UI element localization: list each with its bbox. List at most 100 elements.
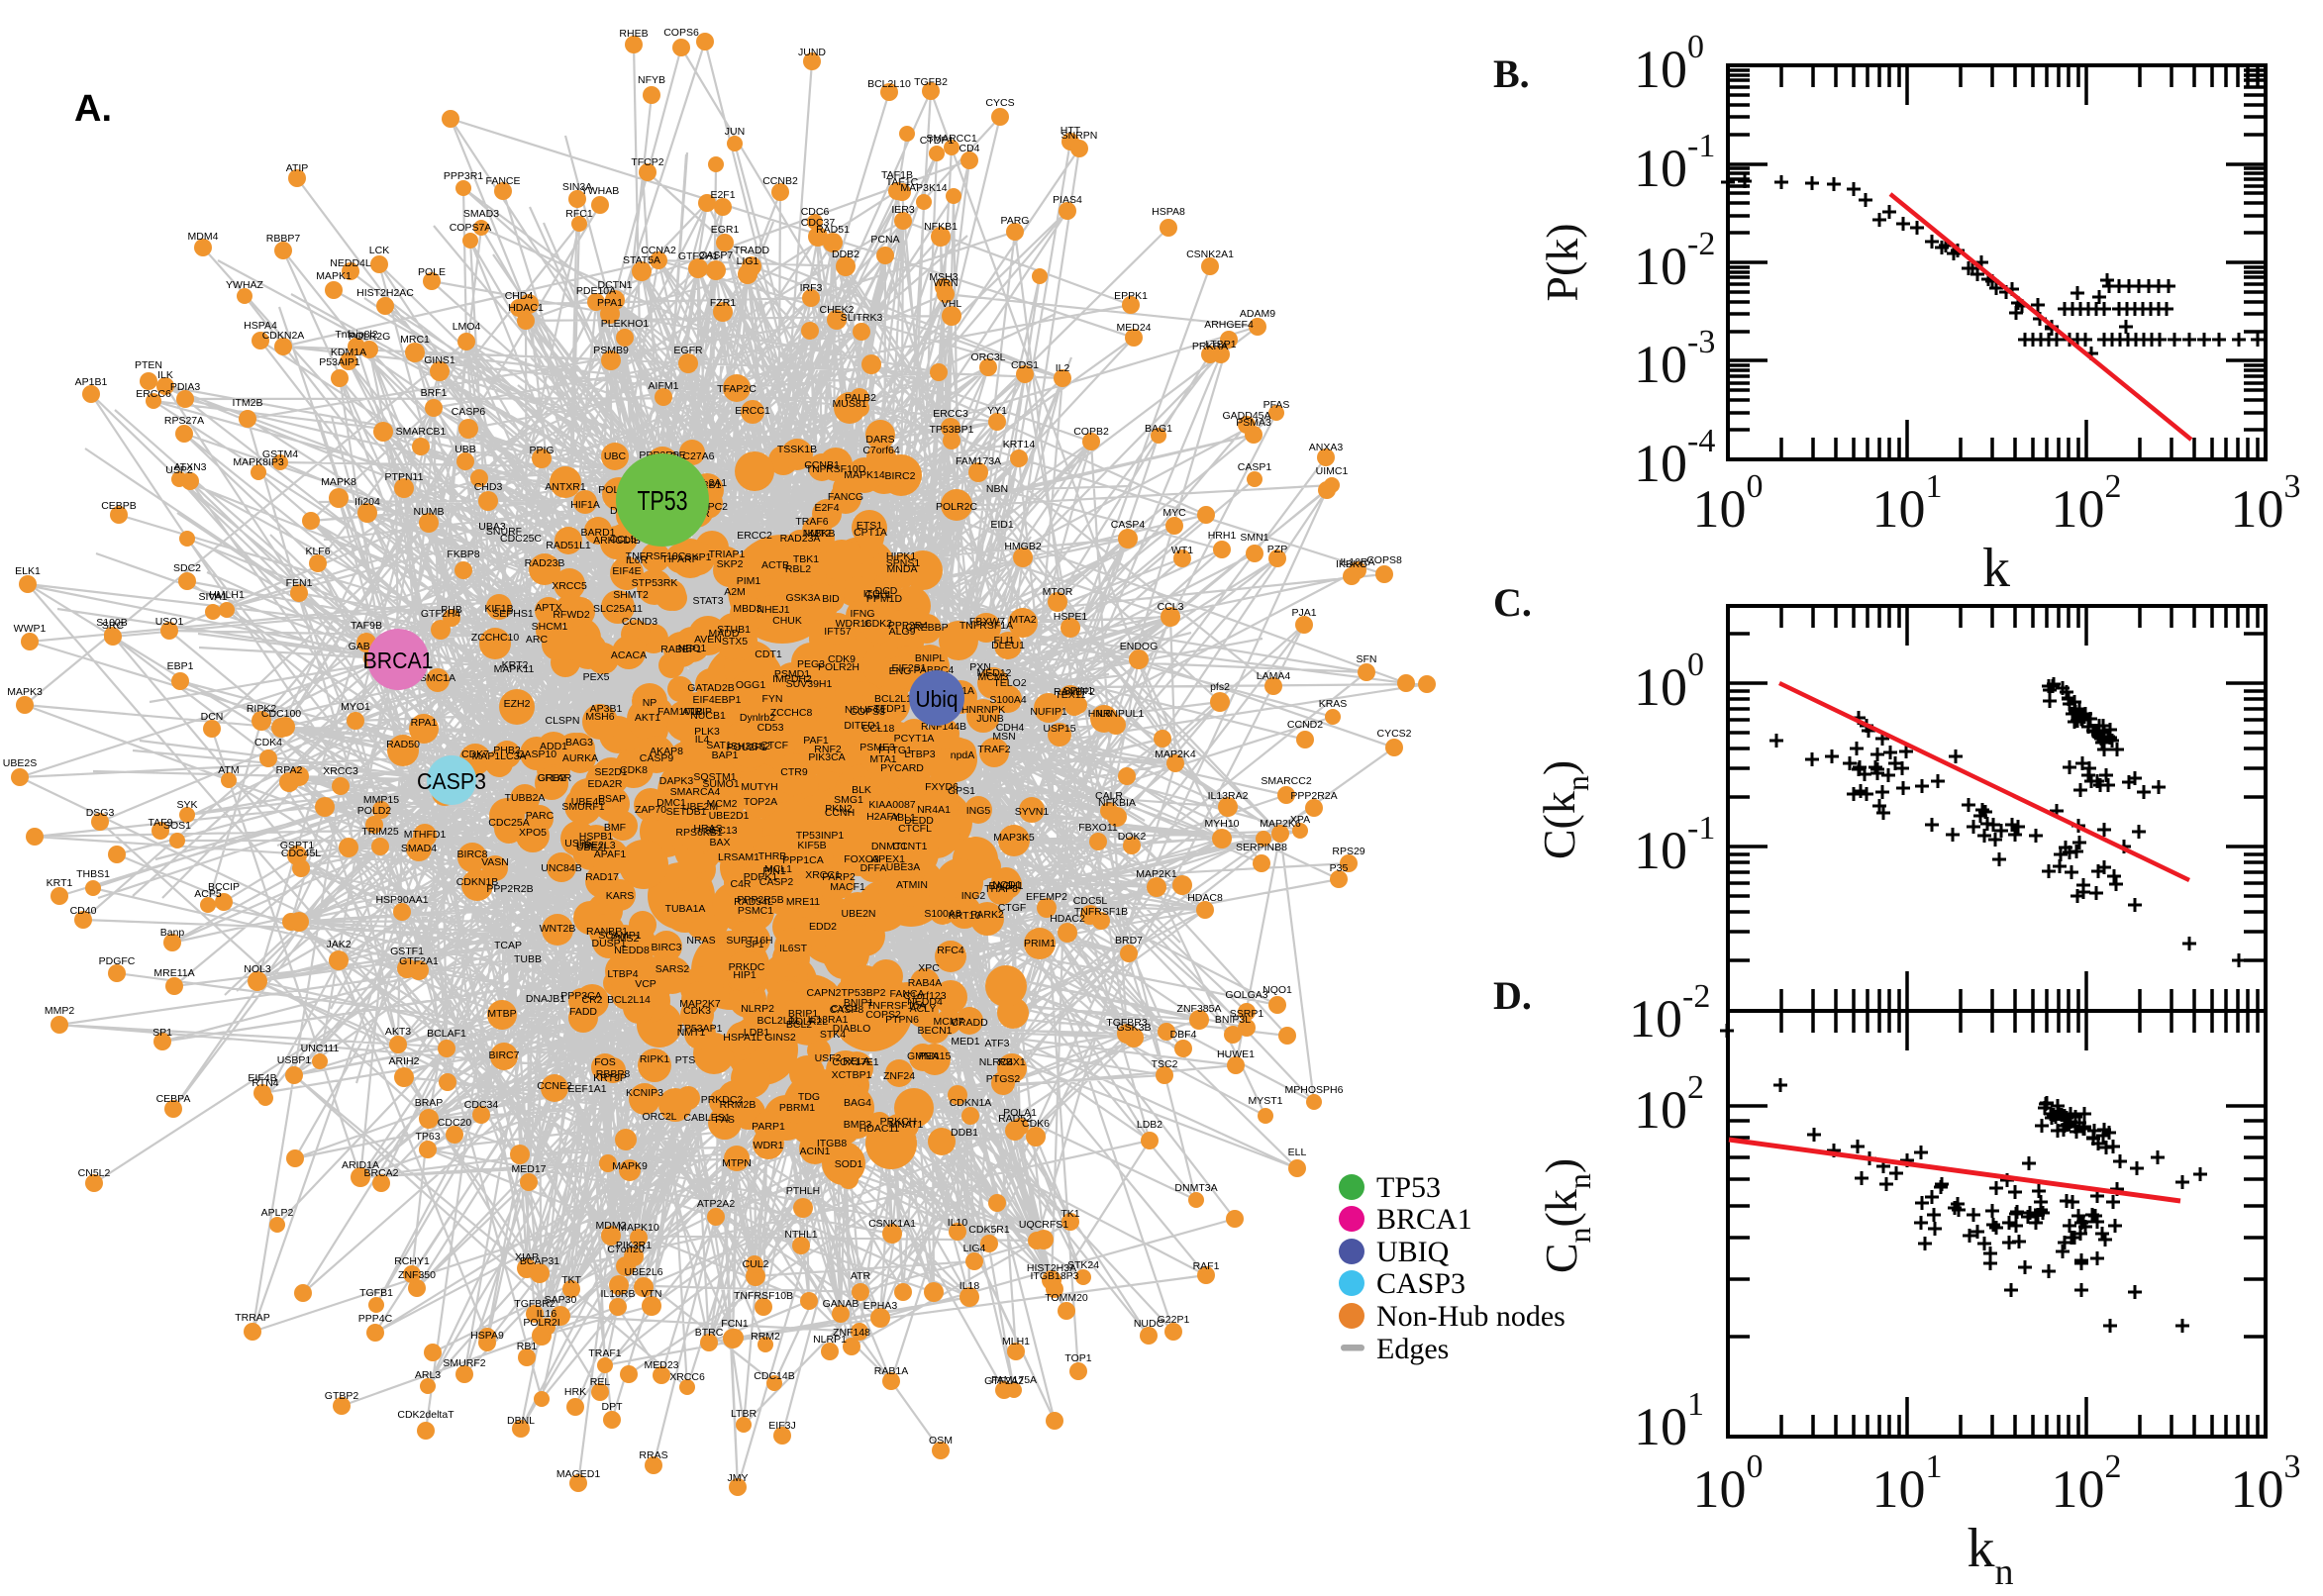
svg-text:SHCM1: SHCM1 — [532, 621, 568, 633]
svg-text:ACIN1: ACIN1 — [800, 1146, 831, 1157]
svg-text:PPIG: PPIG — [529, 445, 554, 456]
svg-text:RFC4: RFC4 — [937, 945, 964, 956]
svg-text:BECN1: BECN1 — [917, 1025, 952, 1037]
svg-text:PLK3: PLK3 — [694, 726, 720, 738]
svg-text:WNT2B: WNT2B — [540, 923, 576, 935]
svg-text:TAF9B: TAF9B — [351, 620, 382, 632]
svg-text:TRAF2: TRAF2 — [977, 744, 1010, 755]
svg-text:PDIA3: PDIA3 — [170, 381, 201, 393]
svg-text:SKP1: SKP1 — [685, 551, 712, 563]
svg-text:AURKA: AURKA — [562, 752, 598, 764]
svg-text:C4R: C4R — [730, 878, 751, 890]
svg-text:100: 100 — [1693, 1448, 1764, 1519]
svg-text:CHD3: CHD3 — [474, 481, 503, 493]
svg-text:PTPN11: PTPN11 — [385, 471, 424, 483]
svg-text:FLI1: FLI1 — [993, 635, 1014, 647]
svg-text:HDAC1: HDAC1 — [508, 302, 544, 314]
svg-text:VCP: VCP — [635, 978, 656, 990]
svg-text:BAG3: BAG3 — [565, 737, 593, 748]
svg-text:ITM2B: ITM2B — [233, 397, 263, 409]
svg-text:DOK2: DOK2 — [1118, 831, 1147, 843]
svg-text:IFNG: IFNG — [850, 608, 874, 620]
svg-text:SEPHS1: SEPHS1 — [492, 608, 534, 620]
svg-text:CDK3: CDK3 — [683, 1005, 711, 1017]
svg-text:NOL3: NOL3 — [244, 963, 271, 975]
svg-text:COPS8: COPS8 — [1366, 554, 1402, 566]
svg-text:POLR2C: POLR2C — [936, 501, 977, 513]
svg-text:BCL2L14: BCL2L14 — [607, 994, 651, 1006]
svg-text:TRADD: TRADD — [734, 245, 770, 256]
svg-text:LRSAM1: LRSAM1 — [718, 851, 759, 863]
svg-text:PSMC1: PSMC1 — [738, 905, 773, 917]
svg-text:IL2: IL2 — [1056, 362, 1070, 374]
svg-text:ERCC3: ERCC3 — [933, 408, 968, 420]
svg-text:EID1: EID1 — [990, 519, 1014, 531]
svg-text:NRAS: NRAS — [686, 935, 715, 947]
svg-text:DDB2: DDB2 — [832, 249, 859, 260]
svg-text:ORC2L: ORC2L — [642, 1111, 676, 1123]
svg-text:FADD: FADD — [569, 1006, 597, 1018]
svg-text:CDK6: CDK6 — [1022, 1118, 1050, 1130]
svg-text:HDAC11: HDAC11 — [859, 1123, 900, 1135]
svg-text:TGFB2: TGFB2 — [914, 76, 948, 88]
svg-text:GADD45A: GADD45A — [1222, 410, 1270, 422]
svg-text:JAK2: JAK2 — [326, 939, 351, 950]
svg-text:A.: A. — [74, 88, 112, 130]
svg-text:MMP15: MMP15 — [363, 794, 399, 806]
svg-text:MAPK1: MAPK1 — [316, 270, 352, 282]
svg-text:RANBP1: RANBP1 — [586, 926, 628, 938]
svg-text:MCM7: MCM7 — [934, 1016, 964, 1028]
svg-text:LTBP1: LTBP1 — [1205, 339, 1236, 350]
svg-text:DEDD: DEDD — [904, 815, 934, 827]
svg-text:Tnfaip8l2: Tnfaip8l2 — [335, 329, 377, 341]
svg-text:BRD7: BRD7 — [1115, 935, 1143, 947]
svg-text:DCN: DCN — [201, 711, 224, 723]
svg-text:ZCCHC8: ZCCHC8 — [770, 707, 813, 719]
svg-text:IL6ST: IL6ST — [779, 943, 808, 954]
svg-text:UBE2M: UBE2M — [682, 801, 718, 813]
svg-text:ITGB8: ITGB8 — [817, 1138, 848, 1149]
svg-text:SUPT16H: SUPT16H — [726, 935, 772, 947]
svg-text:MAPK8IP3: MAPK8IP3 — [233, 456, 284, 468]
svg-text:SARS2: SARS2 — [656, 963, 690, 975]
svg-text:pfs2: pfs2 — [1210, 681, 1230, 693]
svg-text:CCNH: CCNH — [825, 807, 855, 819]
svg-text:BIRC2: BIRC2 — [885, 470, 916, 482]
svg-text:PKN2: PKN2 — [825, 803, 853, 815]
svg-text:LAMA4: LAMA4 — [1257, 670, 1291, 682]
svg-text:ITCH: ITCH — [863, 588, 888, 600]
svg-text:WRN: WRN — [933, 277, 958, 289]
svg-text:CAPN2: CAPN2 — [806, 987, 841, 999]
svg-text:C7orf20: C7orf20 — [607, 1244, 645, 1255]
svg-text:NLRP1: NLRP1 — [813, 1334, 847, 1346]
svg-text:MADD: MADD — [709, 628, 740, 640]
svg-text:TEX11: TEX11 — [1055, 689, 1085, 701]
svg-text:CCND2: CCND2 — [1287, 719, 1323, 731]
svg-text:CASP3: CASP3 — [417, 768, 486, 794]
svg-text:SF1: SF1 — [745, 939, 763, 950]
svg-text:IL6R: IL6R — [626, 554, 649, 566]
svg-text:TFCP2: TFCP2 — [631, 156, 663, 168]
svg-text:RBBP7: RBBP7 — [266, 233, 301, 245]
svg-text:CD4: CD4 — [959, 143, 979, 154]
svg-text:HMLH1: HMLH1 — [209, 589, 245, 601]
svg-text:PDE10A: PDE10A — [576, 285, 616, 297]
svg-text:EPPK1: EPPK1 — [1114, 290, 1148, 302]
svg-text:MTPN: MTPN — [722, 1157, 752, 1169]
svg-text:THAP8: THAP8 — [984, 883, 1018, 895]
svg-text:C.: C. — [1493, 580, 1532, 625]
svg-text:BIRC7: BIRC7 — [489, 1049, 520, 1061]
svg-text:LTBP4: LTBP4 — [607, 968, 638, 980]
svg-text:TUBB: TUBB — [514, 953, 542, 965]
svg-text:CDKN2A: CDKN2A — [262, 330, 305, 342]
svg-text:CUL2: CUL2 — [743, 1258, 769, 1270]
svg-text:UBE3A: UBE3A — [886, 861, 920, 873]
svg-text:YWHAB: YWHAB — [581, 185, 620, 197]
svg-text:TP53INP1: TP53INP1 — [796, 830, 845, 842]
svg-text:APLP2: APLP2 — [261, 1207, 294, 1219]
svg-text:BRIP1: BRIP1 — [788, 1008, 819, 1020]
svg-text:BAP1: BAP1 — [712, 749, 739, 761]
svg-text:FBXW7: FBXW7 — [969, 616, 1005, 628]
svg-text:FKBP8: FKBP8 — [447, 549, 479, 560]
svg-text:TOP1: TOP1 — [1064, 1352, 1091, 1364]
